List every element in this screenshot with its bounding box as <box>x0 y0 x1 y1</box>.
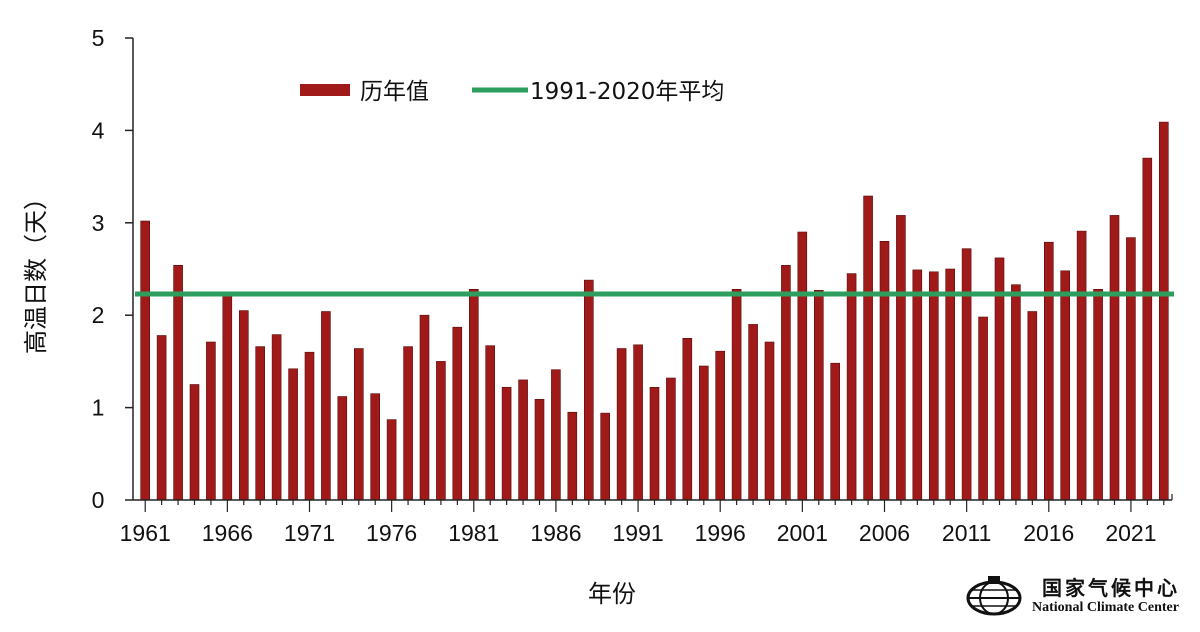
bar-1961 <box>140 220 150 501</box>
bar-1973 <box>337 396 348 501</box>
bar-1974 <box>353 348 364 501</box>
bar-1964 <box>189 384 200 501</box>
x-tick-label: 1976 <box>366 520 417 546</box>
x-axis: 1961 1966 1971 1976 1981 1986 1991 1996 2001 2006… <box>120 494 1173 546</box>
y-axis-title: 高温日数（天） <box>22 186 50 354</box>
bar-2008 <box>912 269 923 501</box>
legend-bar-swatch <box>300 84 350 96</box>
bar-1984 <box>518 379 528 501</box>
bar-1989 <box>600 412 611 501</box>
bar-1965 <box>206 341 216 501</box>
bar-1987 <box>567 411 578 501</box>
bar-2006 <box>879 241 890 501</box>
bar-1970 <box>288 368 298 501</box>
bar-1972 <box>321 311 331 501</box>
bar-1966 <box>222 295 233 501</box>
bar-1996 <box>715 350 726 501</box>
bar-1999 <box>764 341 775 501</box>
bar-1963 <box>173 264 183 501</box>
bar-1982 <box>485 345 496 501</box>
bar-2012 <box>978 316 988 501</box>
globe-emblem-icon <box>966 576 1022 616</box>
y-tick-label: 1 <box>92 395 105 421</box>
bar-2015 <box>1027 311 1038 501</box>
bar-2016 <box>1044 241 1054 501</box>
x-tick-label: 1996 <box>695 520 746 546</box>
x-tick-label: 2001 <box>777 520 828 546</box>
x-tick-label: 2011 <box>942 520 991 546</box>
bar-2011 <box>961 248 972 501</box>
bar-1980 <box>452 326 463 501</box>
bar-2002 <box>813 289 824 501</box>
bar-2010 <box>945 268 956 501</box>
bar-1988 <box>583 279 594 501</box>
legend-line-label: 1991-2020年平均 <box>530 79 724 105</box>
y-tick-label: 5 <box>92 25 105 51</box>
y-tick-label: 4 <box>92 117 105 143</box>
bar-1995 <box>698 365 709 501</box>
bar-1977 <box>403 346 413 501</box>
legend-bar-label: 历年值 <box>360 79 429 105</box>
bar-1990 <box>616 348 627 501</box>
bar-2023 <box>1159 121 1169 501</box>
national-climate-center-logo: 国家气候中心 National Climate Center <box>960 570 1195 630</box>
bar-2007 <box>896 215 906 501</box>
bar-1976 <box>386 419 397 501</box>
bar-1993 <box>666 377 676 501</box>
bar-1975 <box>370 393 381 501</box>
bar-1967 <box>239 310 249 501</box>
x-tick-label: 1966 <box>202 520 253 546</box>
x-tick-label: 1961 <box>120 520 171 546</box>
x-tick-label: 2016 <box>1023 520 1074 546</box>
bar-1998 <box>748 324 758 501</box>
bar-2022 <box>1142 157 1153 501</box>
bar-1992 <box>649 386 660 501</box>
x-tick-label: 1971 <box>284 520 335 546</box>
bar-1981 <box>468 288 479 501</box>
bar-1997 <box>731 288 742 501</box>
y-tick-label: 3 <box>92 210 105 236</box>
bar-2017 <box>1060 270 1070 501</box>
bar-1994 <box>682 337 693 501</box>
bar-1985 <box>534 398 545 501</box>
bar-1978 <box>419 314 430 501</box>
bars <box>140 121 1169 501</box>
bar-2020 <box>1109 215 1120 501</box>
x-tick-label: 1986 <box>530 520 581 546</box>
bar-2003 <box>830 362 841 501</box>
bar-1968 <box>255 346 265 501</box>
x-tick-label: 2006 <box>859 520 910 546</box>
bar-2000 <box>781 264 791 501</box>
bar-1962 <box>156 335 167 501</box>
y-tick-label: 0 <box>92 487 105 513</box>
bar-1986 <box>551 369 561 501</box>
logo-chinese-name: 国家气候中心 <box>1042 576 1180 600</box>
bar-2014 <box>1011 284 1021 501</box>
legend: 历年值 1991-2020年平均 <box>300 79 724 105</box>
y-tick-label: 2 <box>92 302 105 328</box>
bar-1979 <box>436 361 446 501</box>
bar-2005 <box>863 195 873 501</box>
bar-2021 <box>1126 237 1136 501</box>
bar-1969 <box>271 334 282 501</box>
x-tick-label: 1981 <box>448 520 499 546</box>
bar-2004 <box>846 273 857 501</box>
bar-2001 <box>797 231 808 501</box>
bar-2019 <box>1093 288 1103 501</box>
bar-2009 <box>928 271 939 501</box>
y-axis: 0 1 2 3 4 5 <box>92 25 134 513</box>
bar-1983 <box>501 386 512 501</box>
bar-1971 <box>304 351 315 501</box>
bar-2018 <box>1076 230 1087 501</box>
x-tick-label: 1991 <box>612 520 663 546</box>
bar-1991 <box>633 344 643 501</box>
logo-english-name: National Climate Center <box>1032 600 1179 615</box>
x-axis-title: 年份 <box>588 580 636 608</box>
x-tick-label: 2021 <box>1105 520 1156 546</box>
